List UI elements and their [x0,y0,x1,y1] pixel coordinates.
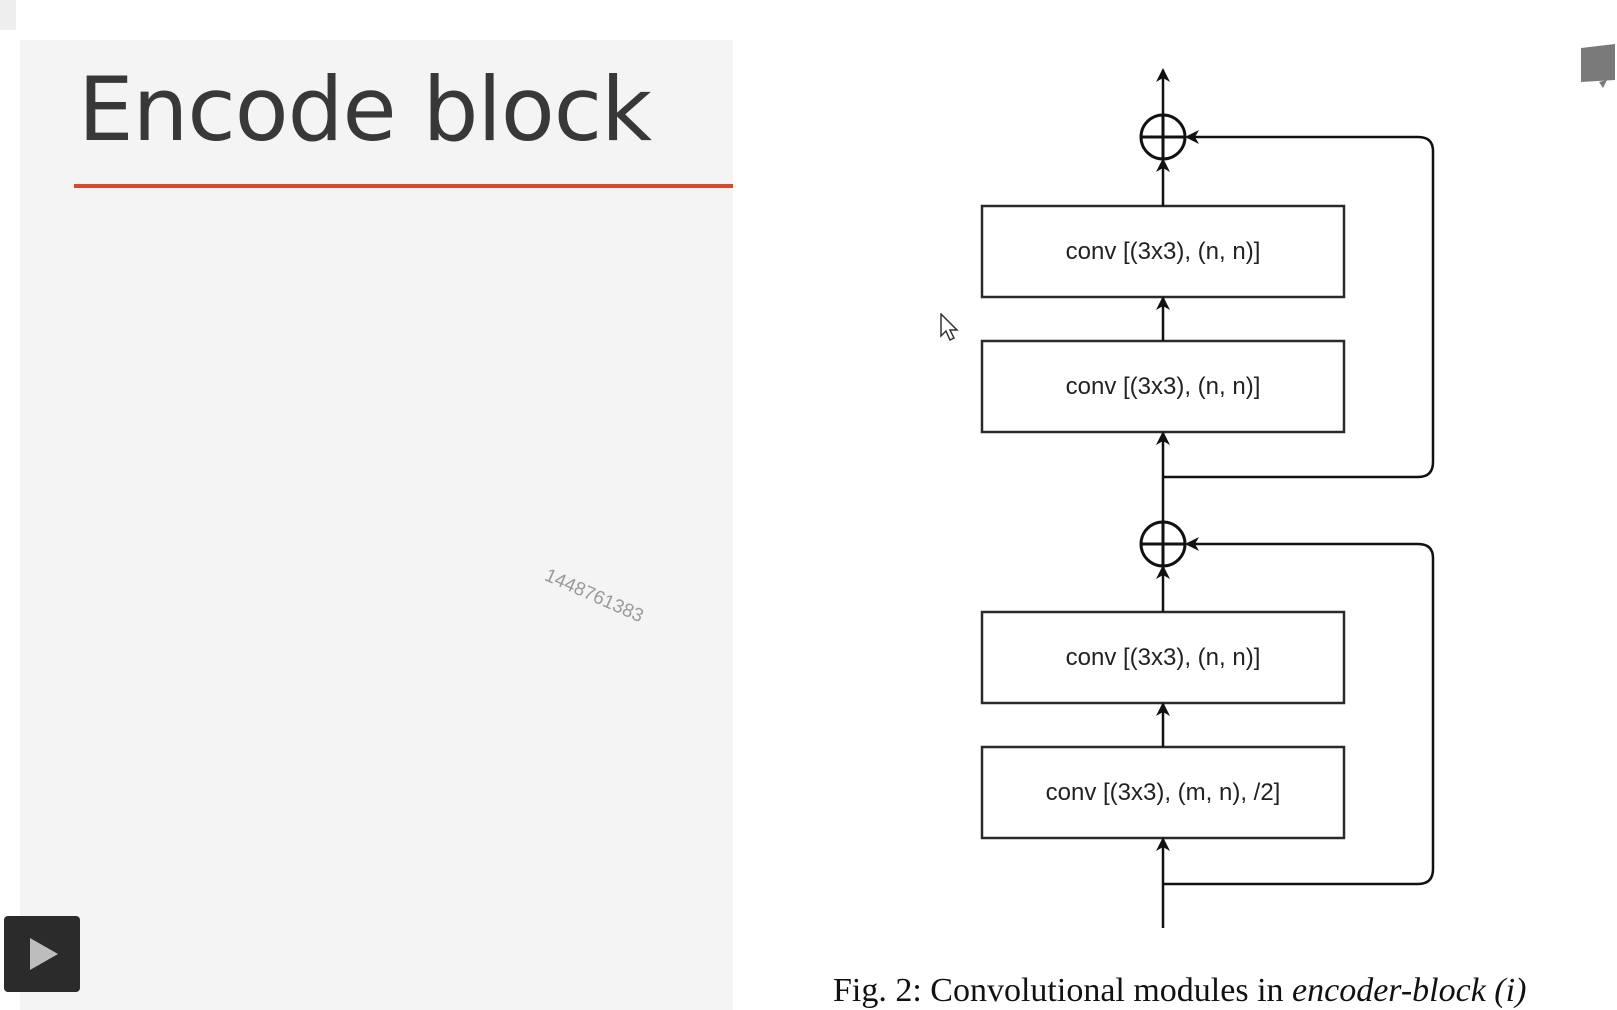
skip-connection-upper [1163,130,1435,479]
caption-emphasis: encoder-block (i) [1292,972,1527,1009]
slide-title: Encode block [78,58,652,161]
sum-node-bottom [1139,520,1187,568]
skip-connection-lower [1163,537,1435,886]
figure-caption: Fig. 2: Convolutional modules in encoder… [833,972,1526,1010]
conv-block-3-label: conv [(3x3), (n, n)] [1066,644,1261,671]
play-button[interactable] [4,916,80,992]
conv-block-1: conv [(3x3), (n, n)] [980,204,1346,299]
conv-block-2: conv [(3x3), (n, n)] [980,339,1346,434]
conv-block-1-label: conv [(3x3), (n, n)] [1066,238,1261,265]
conv-block-2-label: conv [(3x3), (n, n)] [1066,373,1261,400]
sum-node-top [1139,113,1187,161]
title-underline [74,184,733,188]
play-icon [30,938,58,970]
conv-block-4-label: conv [(3x3), (m, n), /2] [1046,779,1281,806]
slide-title-panel: Encode block 1448761383 [20,40,733,1010]
conv-block-4: conv [(3x3), (m, n), /2] [980,745,1346,840]
caption-prefix: Fig. 2: Convolutional modules in [833,972,1293,1009]
corner-tab [0,0,16,30]
conv-block-3: conv [(3x3), (n, n)] [980,610,1346,705]
note-icon[interactable] [1579,42,1617,90]
mouse-pointer-icon [940,313,959,342]
